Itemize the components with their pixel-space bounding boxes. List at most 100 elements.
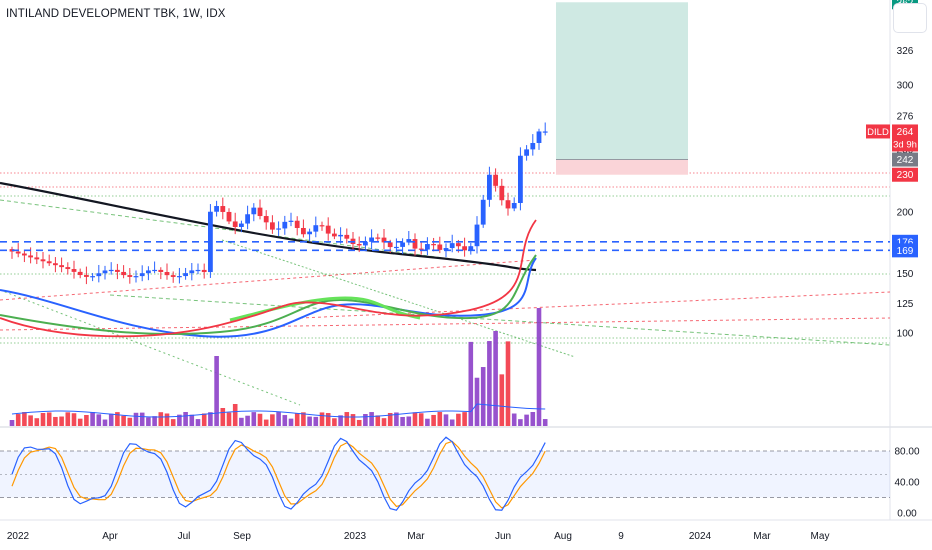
- candle: [536, 128, 542, 150]
- candle: [431, 237, 436, 252]
- candle: [96, 264, 102, 283]
- candle-body: [214, 206, 219, 212]
- candle: [53, 257, 58, 273]
- volume-bar: [288, 418, 294, 426]
- target-zone: [556, 2, 688, 160]
- y-tick-label: 276: [897, 112, 914, 123]
- candle-body: [344, 234, 350, 239]
- stoch-tick-label: 80.00: [894, 447, 919, 458]
- price-box: [892, 152, 918, 167]
- candle: [102, 265, 108, 280]
- candle: [313, 216, 319, 238]
- volume-bar: [518, 419, 523, 426]
- volume-bar: [487, 341, 492, 426]
- candle: [505, 192, 511, 216]
- candle-body: [251, 207, 257, 215]
- candle-body: [443, 248, 449, 250]
- volume-bar: [363, 414, 368, 426]
- volume-bar: [338, 415, 343, 426]
- candle-body: [487, 174, 492, 200]
- x-tick-label: Jun: [495, 531, 511, 542]
- candle-body: [77, 271, 83, 276]
- volume-bar: [344, 412, 350, 426]
- candle: [146, 266, 151, 281]
- candle-body: [220, 206, 226, 212]
- candle: [189, 263, 195, 281]
- candle: [449, 234, 455, 253]
- ma-200-line: [0, 181, 537, 272]
- candle-body: [369, 237, 374, 242]
- candle: [356, 236, 362, 253]
- candle-body: [363, 241, 368, 246]
- chart-settings-button[interactable]: [893, 3, 927, 33]
- volume-bar: [387, 412, 393, 426]
- candle: [195, 263, 201, 275]
- y-tick-label: 100: [897, 328, 914, 339]
- candle-body: [338, 234, 343, 237]
- candle-body: [121, 271, 126, 276]
- x-tick-label: 9: [618, 531, 624, 542]
- candle-body: [542, 131, 548, 133]
- volume-bar: [443, 414, 449, 426]
- candle-body: [288, 220, 294, 222]
- candle: [133, 270, 139, 283]
- candle-body: [59, 265, 64, 268]
- volume-bar: [220, 408, 226, 426]
- price-text: 242: [897, 155, 914, 166]
- candle: [226, 208, 232, 225]
- candle-body: [195, 269, 201, 272]
- candle-body: [294, 220, 300, 228]
- candle-body: [431, 244, 436, 246]
- price-text: 169: [897, 246, 914, 257]
- candle-body: [518, 155, 523, 203]
- candle-body: [183, 273, 188, 277]
- candle: [208, 204, 213, 278]
- candle: [59, 257, 64, 273]
- volume-bar: [108, 413, 114, 426]
- candle: [332, 228, 337, 240]
- volume-bar: [208, 412, 213, 426]
- stoch-k-line: [11, 436, 546, 511]
- volume-bar: [505, 341, 511, 426]
- candle-body: [108, 269, 114, 272]
- volume-bar: [139, 412, 145, 426]
- candle-body: [530, 142, 536, 150]
- candle: [499, 178, 505, 206]
- volume-bar: [53, 416, 58, 426]
- volume-bar: [301, 412, 306, 426]
- candle-body: [170, 275, 176, 277]
- candle: [425, 237, 430, 256]
- volume-bar: [214, 356, 219, 426]
- volume-bar: [499, 374, 505, 426]
- candle-body: [65, 267, 71, 270]
- volume-bar: [276, 412, 281, 426]
- volume-bar: [164, 413, 170, 426]
- volume-bar: [40, 412, 46, 426]
- volume-bar: [96, 414, 102, 426]
- volume-bar: [177, 414, 182, 426]
- volume-bar: [28, 415, 33, 426]
- candle-body: [524, 149, 529, 156]
- y-tick-label: 150: [897, 269, 914, 280]
- volume-bar: [449, 419, 455, 426]
- y-tick-label: 300: [897, 80, 914, 91]
- volume-bar: [201, 413, 207, 426]
- candlesticks: [9, 122, 548, 285]
- candle: [325, 217, 331, 241]
- ma-10-line: [229, 296, 421, 322]
- candle-body: [28, 255, 33, 258]
- candle-body: [46, 261, 52, 264]
- y-tick-label: 326: [897, 46, 914, 57]
- price-label-level: 169: [892, 243, 918, 258]
- candle-body: [437, 244, 443, 250]
- volume-bar: [456, 413, 461, 426]
- candle: [77, 268, 83, 279]
- candle: [152, 261, 157, 274]
- stoch-tick-label: 40.00: [894, 478, 919, 489]
- candle-body: [536, 131, 542, 143]
- candle-body: [90, 276, 95, 278]
- candle-body: [133, 276, 139, 278]
- candle: [270, 215, 275, 234]
- volume-bar: [46, 412, 52, 426]
